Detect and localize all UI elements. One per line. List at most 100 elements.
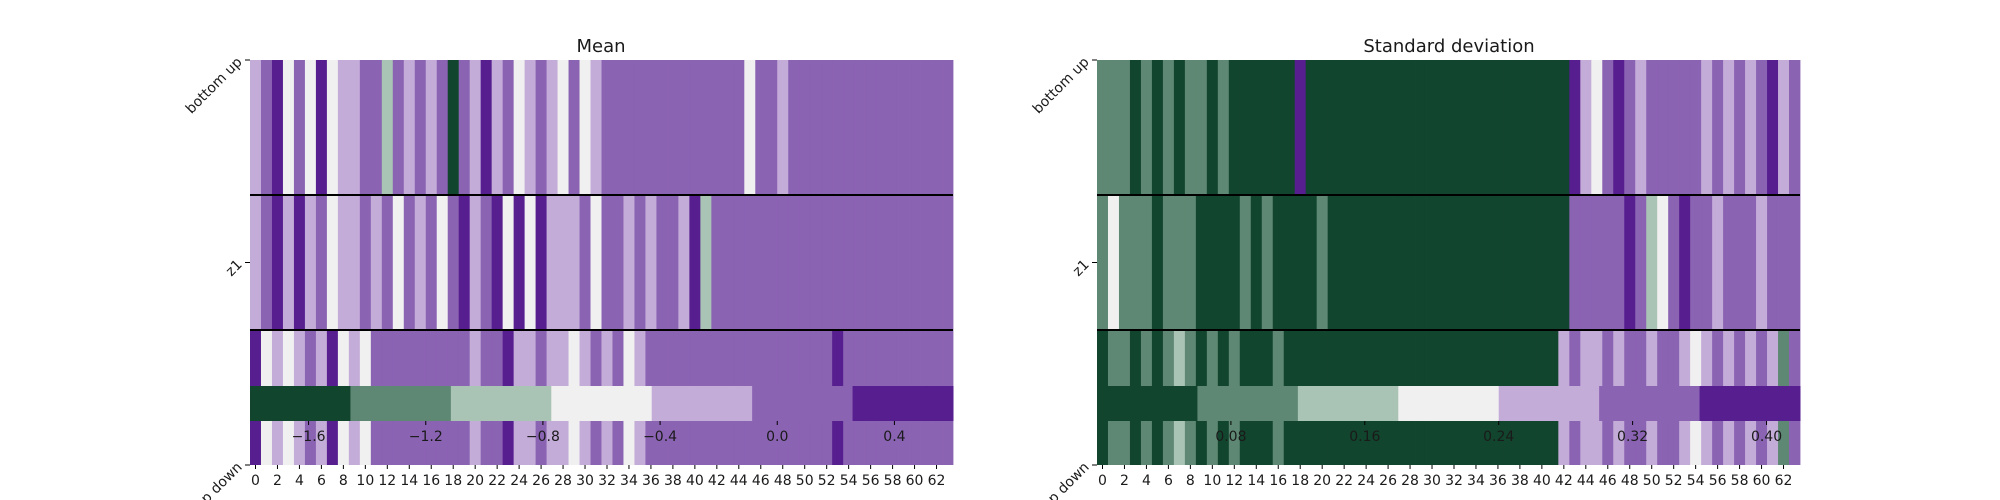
std-cell-r0-c23 [1349, 60, 1362, 195]
std-cell-r0-c27 [1393, 60, 1405, 195]
std-cell-r1-c10 [1206, 195, 1219, 330]
std-cell-r1-c51 [1657, 195, 1669, 330]
mean-x-tick-62: 62 [928, 473, 946, 489]
mean-cell-r1-c23 [502, 195, 515, 330]
std-cell-r1-c22 [1338, 195, 1351, 330]
mean-cell-r1-c53 [832, 195, 844, 330]
std-cell-r0-c31 [1437, 60, 1449, 195]
mean-colorbar-bin-1 [350, 386, 452, 421]
std-row-label-2: top down [1035, 459, 1092, 500]
mean-cell-r1-c41 [700, 195, 712, 330]
std-cell-r1-c25 [1371, 195, 1383, 330]
mean-cell-r1-c49 [788, 195, 800, 330]
mean-x-tick-2: 2 [273, 473, 282, 489]
mean-cell-r1-c2 [271, 195, 284, 330]
mean-cell-r0-c63 [942, 60, 954, 195]
mean-cell-r1-c0 [250, 195, 262, 330]
std-cell-r0-c25 [1371, 60, 1383, 195]
mean-cell-r1-c63 [942, 195, 954, 330]
mean-cell-r1-c56 [865, 195, 877, 330]
std-cell-r1-c29 [1415, 195, 1427, 330]
mean-cell-r1-c6 [315, 195, 328, 330]
std-cell-r0-c51 [1657, 60, 1669, 195]
mean-cell-r1-c18 [447, 195, 460, 330]
std-cell-r1-c1 [1107, 195, 1120, 330]
std-cell-r1-c16 [1272, 195, 1285, 330]
mean-cell-r0-c5 [304, 60, 317, 195]
std-x-tick-28: 28 [1401, 473, 1419, 489]
mean-row-separators [250, 194, 953, 331]
std-cell-r1-c35 [1481, 195, 1493, 330]
std-colorbar-bin-5 [1599, 386, 1701, 421]
std-cell-r1-c50 [1646, 195, 1658, 330]
mean-cell-r1-c29 [568, 195, 580, 330]
mean-cell-r0-c58 [887, 60, 899, 195]
std-cell-r0-c14 [1250, 60, 1263, 195]
mean-x-tick-36: 36 [642, 473, 660, 489]
mean-cell-r1-c15 [414, 195, 427, 330]
mean-cell-r1-c9 [348, 195, 361, 330]
std-cell-r0-c45 [1591, 60, 1603, 195]
mean-x-tick-14: 14 [400, 473, 418, 489]
mean-cell-r0-c33 [612, 60, 624, 195]
mean-cell-r1-c50 [799, 195, 811, 330]
mean-colorbar-bin-6 [852, 386, 954, 421]
std-x-tick-46: 46 [1599, 473, 1617, 489]
std-cell-r0-c16 [1272, 60, 1285, 195]
std-cell-r1-c32 [1448, 195, 1460, 330]
std-colorbar-bin-3 [1398, 386, 1500, 421]
std-cell-r0-c28 [1404, 60, 1416, 195]
mean-cell-r1-c34 [623, 195, 635, 330]
std-cell-r0-c43 [1569, 60, 1581, 195]
mean-x-tick-16: 16 [422, 473, 440, 489]
std-x-tick-2: 2 [1120, 473, 1129, 489]
mean-colorbar-tick-2: −0.8 [526, 429, 560, 445]
mean-cell-r0-c36 [645, 60, 657, 195]
std-cell-r0-c62 [1778, 60, 1790, 195]
std-cell-r0-c8 [1184, 60, 1197, 195]
std-cell-r1-c12 [1228, 195, 1241, 330]
std-cell-r1-c63 [1789, 195, 1801, 330]
std-cell-r0-c30 [1426, 60, 1438, 195]
std-cell-r1-c58 [1734, 195, 1746, 330]
mean-x-tick-26: 26 [532, 473, 550, 489]
mean-cell-r1-c61 [920, 195, 932, 330]
mean-cell-r1-c22 [491, 195, 504, 330]
mean-cell-r1-c21 [480, 195, 493, 330]
mean-cell-r0-c12 [381, 60, 394, 195]
mean-cell-r0-c44 [733, 60, 745, 195]
std-cell-r0-c18 [1294, 60, 1307, 195]
mean-cell-r1-c14 [403, 195, 416, 330]
std-x-tick-12: 12 [1225, 473, 1243, 489]
std-cell-r1-c15 [1261, 195, 1274, 330]
mean-cell-r1-c59 [898, 195, 910, 330]
mean-cell-r0-c16 [425, 60, 438, 195]
mean-cell-r0-c45 [744, 60, 756, 195]
mean-cell-r0-c8 [337, 60, 350, 195]
std-cell-r1-c33 [1459, 195, 1471, 330]
std-cell-r1-c26 [1382, 195, 1394, 330]
mean-cell-r0-c56 [865, 60, 877, 195]
std-cell-r0-c11 [1217, 60, 1230, 195]
mean-cell-r1-c20 [469, 195, 482, 330]
std-cell-r0-c59 [1745, 60, 1757, 195]
mean-cell-r1-c31 [590, 195, 602, 330]
mean-cell-r1-c36 [645, 195, 657, 330]
mean-cell-r0-c39 [678, 60, 690, 195]
std-cell-r1-c44 [1580, 195, 1592, 330]
std-cell-r0-c17 [1283, 60, 1296, 195]
mean-cell-r1-c24 [513, 195, 526, 330]
std-cell-r0-c63 [1789, 60, 1801, 195]
std-x-tick-24: 24 [1357, 473, 1375, 489]
std-cell-r0-c55 [1701, 60, 1713, 195]
std-cell-r1-c11 [1217, 195, 1230, 330]
mean-cell-r0-c11 [370, 60, 383, 195]
std-colorbar-tick-0: 0.08 [1215, 429, 1246, 445]
mean-cell-r0-c46 [755, 60, 767, 195]
std-cell-r1-c7 [1173, 195, 1186, 330]
std-x-tick-10: 10 [1203, 473, 1221, 489]
mean-x-tick-20: 20 [466, 473, 484, 489]
mean-cell-r0-c30 [579, 60, 591, 195]
mean-cell-r1-c13 [392, 195, 405, 330]
